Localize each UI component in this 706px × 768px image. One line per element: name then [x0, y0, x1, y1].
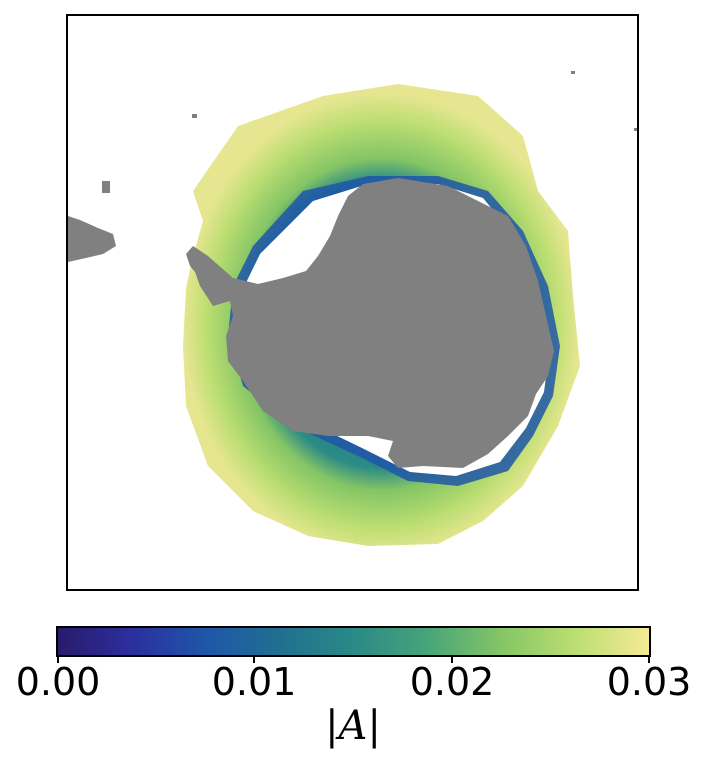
colorbar-tick [451, 655, 453, 663]
antarctica-landmass [193, 178, 554, 468]
colorbar-tick-label: 0.03 [606, 660, 692, 704]
island [192, 114, 197, 118]
island [102, 181, 110, 193]
island [634, 128, 637, 131]
colorbar-tick [648, 655, 650, 663]
colorbar-tick [253, 655, 255, 663]
antarctic-peninsula [186, 246, 208, 278]
colorbar-tick [57, 655, 59, 663]
colorbar-tick-label: 0.02 [409, 660, 495, 704]
south-america-tip [68, 216, 116, 262]
map-svg [68, 71, 637, 546]
colorbar-label: |A| [325, 703, 381, 749]
colorbar [56, 626, 651, 657]
island [571, 71, 575, 74]
colorbar-tick-label: 0.01 [211, 660, 297, 704]
colorbar-tick-label: 0.00 [15, 660, 101, 704]
map-panel [66, 14, 639, 591]
